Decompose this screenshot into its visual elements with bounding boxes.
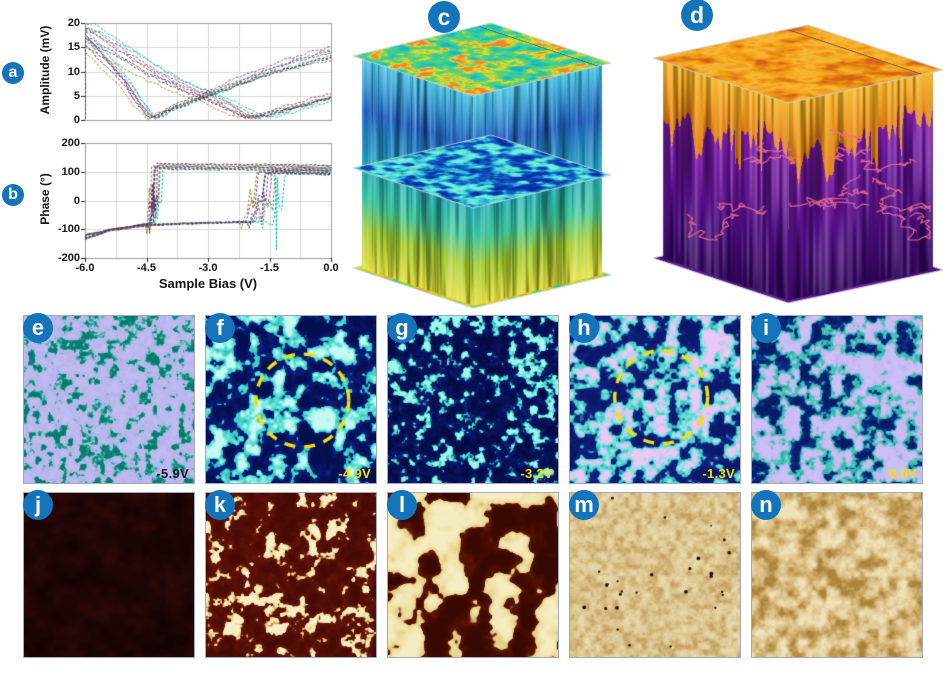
y-tick-label: 200	[61, 137, 80, 149]
panel-badge-a: a	[2, 62, 24, 84]
x-tick-label: -4.5	[137, 262, 156, 274]
micro-panel-e: -5.9V	[23, 315, 195, 484]
micro-panel-n	[751, 492, 923, 658]
panel-badge-j: j	[23, 490, 53, 520]
micro-panel-h: -1.3V	[569, 315, 741, 484]
panel-badge-e: e	[23, 313, 53, 343]
x-tick-label: -6.0	[75, 262, 95, 274]
micro-panel-m	[569, 492, 741, 658]
micro-image-l	[388, 493, 558, 657]
micro-image-j	[24, 493, 194, 657]
voltage-label-h: -1.3V	[702, 466, 735, 481]
micro-image-h	[570, 316, 740, 483]
micro-panel-j	[23, 492, 195, 658]
y-tick-label: 15	[67, 41, 80, 54]
voltage-label-f: -4.9V	[338, 466, 371, 481]
panel-badge-b: b	[2, 184, 24, 206]
y-tick-label: -200	[57, 252, 80, 264]
micro-panel-g: -3.2V	[387, 315, 559, 484]
panel-badge-h: h	[569, 313, 599, 343]
micro-image-e	[24, 316, 194, 483]
x-tick-label: -1.5	[260, 262, 279, 274]
y-tick-label: 20	[67, 17, 80, 29]
micro-panel-k	[205, 492, 377, 658]
micro-panel-i: 0.0V	[751, 315, 923, 484]
x-tick-label: 0.0	[323, 262, 339, 274]
panel-badge-l: l	[387, 490, 417, 520]
voltage-label-e: -5.9V	[156, 466, 189, 481]
panel-badge-f: f	[205, 313, 235, 343]
y-tick-label: 10	[67, 65, 80, 78]
micro-image-f	[206, 316, 376, 483]
panel-badge-m: m	[569, 490, 599, 520]
micro-image-n	[752, 493, 922, 657]
panel-badge-d: d	[681, 0, 713, 31]
y-tick-label: 0	[73, 114, 80, 126]
y-tick-label: 0	[73, 194, 80, 207]
panel-badge-n: n	[751, 490, 781, 520]
y-tick-label: 100	[61, 165, 80, 178]
micro-image-i	[752, 316, 922, 483]
micro-panel-f: -4.9V	[205, 315, 377, 484]
amplitude-phase-chart-canvas	[0, 0, 345, 300]
x-axis-title: Sample Bias (V)	[158, 276, 258, 291]
x-tick-label: -3.0	[198, 262, 218, 274]
voltage-label-i: 0.0V	[889, 466, 917, 481]
voltage-label-g: -3.2V	[520, 466, 553, 481]
panel-badge-g: g	[387, 313, 417, 343]
micro-panel-l	[387, 492, 559, 658]
micro-image-g	[388, 316, 558, 483]
y-tick-label: 5	[73, 89, 80, 102]
panel-badge-c: c	[428, 1, 460, 33]
micro-image-k	[206, 493, 376, 657]
3d-image-stack-d	[648, 4, 948, 314]
micro-image-m	[570, 493, 740, 657]
3d-image-stack-c	[338, 4, 638, 316]
y-tick-label: -100	[57, 223, 80, 236]
panel-badge-k: k	[205, 490, 235, 520]
panel-badge-i: i	[751, 313, 781, 343]
